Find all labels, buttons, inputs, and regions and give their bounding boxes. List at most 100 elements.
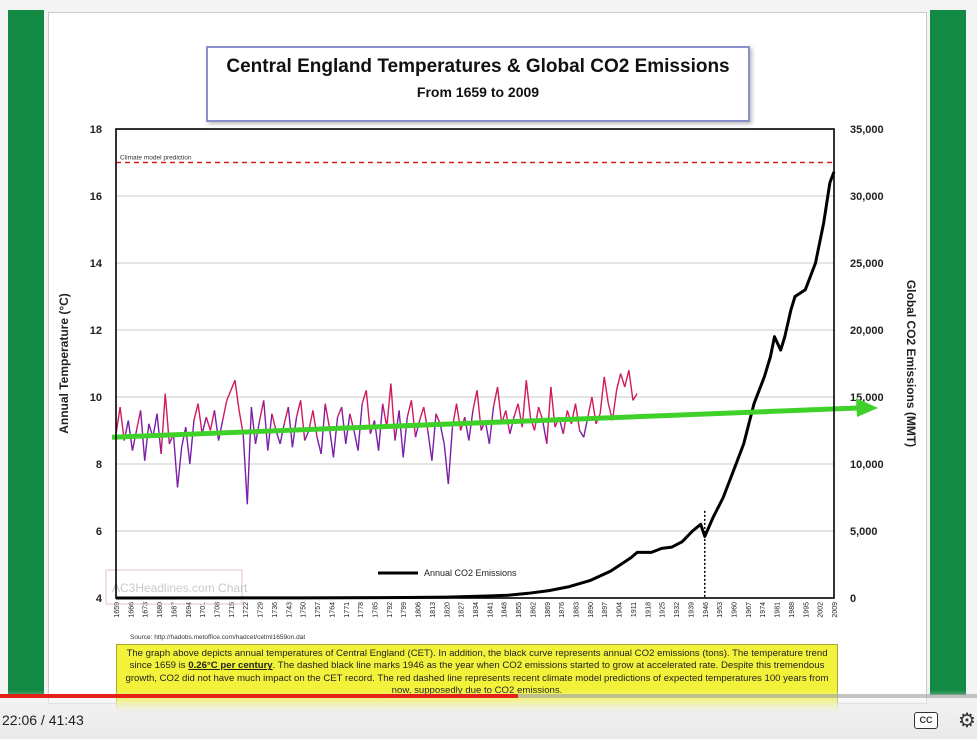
x-tick-label: 1995 [803, 602, 810, 618]
source-note: Source: http://hadobs.metoffice.com/hadc… [130, 634, 305, 641]
x-tick-label: 1785 [372, 602, 379, 618]
left-green-frame [8, 10, 44, 695]
x-tick-label: 1792 [387, 602, 394, 618]
temperature-segment [542, 420, 548, 445]
x-tick-label: 1680 [157, 602, 164, 618]
temperature-segment [209, 410, 216, 431]
x-tick-label: 1701 [200, 602, 207, 618]
temperature-segment [263, 400, 269, 451]
x-tick-label: 1953 [717, 602, 724, 618]
temperature-segment [386, 383, 392, 428]
time-readout: 22:06 / 41:43 [2, 712, 84, 728]
x-tick-label: 1666 [128, 602, 135, 618]
watermark-box [105, 569, 243, 605]
temperature-segment [246, 407, 253, 505]
temperature-segment [160, 393, 166, 454]
y2-tick-label: 0 [850, 593, 856, 605]
x-tick-label: 1988 [789, 602, 796, 618]
temperature-segment [295, 400, 302, 418]
x-tick-label: 1729 [258, 602, 265, 618]
x-tick-label: 1967 [746, 602, 753, 618]
gear-icon[interactable]: ⚙ [958, 710, 976, 732]
x-tick-label: 1806 [416, 602, 423, 618]
x-tick-label: 1715 [229, 602, 236, 618]
x-tick-label: 1883 [574, 602, 581, 618]
y-tick-label: 16 [90, 191, 102, 203]
y2-tick-label: 25,000 [850, 258, 884, 270]
temperature-segment [176, 447, 183, 488]
right-green-frame [930, 10, 966, 695]
temperature-segment [353, 430, 359, 451]
x-tick-label: 1939 [688, 602, 695, 618]
temperature-segment [131, 430, 138, 451]
watermark: AC3Headlines.com Chart [112, 581, 248, 595]
temperature-segment [628, 370, 634, 401]
x-tick-label: 1876 [559, 602, 566, 618]
temperature-segment [304, 430, 310, 441]
temperature-segment [299, 400, 306, 441]
temperature-segment [513, 403, 519, 418]
prediction-label: Climate model prediction [120, 155, 192, 162]
temperature-segment [381, 403, 388, 428]
y2-tick-label: 10,000 [850, 459, 884, 471]
temperature-segment [599, 376, 605, 414]
temperature-segment [615, 373, 622, 391]
y-axis-label: Annual Temperature (°C) [57, 293, 71, 434]
x-tick-label: 2009 [832, 602, 839, 618]
slide [48, 12, 927, 704]
x-tick-label: 1799 [401, 602, 408, 618]
x-tick-label: 1750 [301, 602, 308, 618]
x-tick-label: 1813 [430, 602, 437, 618]
legend-label: Annual CO2 Emissions [424, 568, 517, 578]
temperature-segment [455, 403, 462, 431]
y2-tick-label: 15,000 [850, 392, 884, 404]
temperature-segment [579, 430, 585, 438]
progress-fill [0, 694, 518, 698]
y-tick-label: 8 [96, 459, 102, 471]
x-tick-label: 1848 [502, 602, 509, 618]
temperature-segment [439, 423, 445, 445]
temperature-segment [447, 427, 454, 485]
temperature-segment [464, 416, 470, 441]
y-tick-label: 12 [90, 325, 102, 337]
trend-arrow-line [111, 405, 859, 440]
y2-tick-label: 20,000 [850, 325, 884, 337]
x-tick-label: 1890 [588, 602, 595, 618]
temperature-segment [546, 386, 552, 444]
temperature-segment [316, 437, 322, 455]
temperature-segment [189, 420, 195, 465]
temperature-segment [279, 423, 285, 445]
temperature-segment [525, 380, 532, 418]
captions-button[interactable]: CC [914, 712, 938, 729]
temperature-segment [221, 400, 228, 421]
temperature-segment [431, 413, 437, 461]
temperature-segment [398, 410, 404, 458]
temperature-segment [242, 433, 248, 505]
temperature-segment [324, 403, 331, 428]
y-tick-label: 10 [90, 392, 102, 404]
temperature-segment [624, 370, 630, 388]
temperature-segment [472, 390, 478, 411]
x-tick-label: 1925 [660, 602, 667, 618]
temperature-segment [632, 393, 638, 401]
x-tick-label: 1946 [703, 602, 710, 618]
chart-title-box: Central England Temperatures & Global CO… [206, 46, 750, 122]
temperature-segment [562, 410, 569, 434]
y-tick-label: 18 [90, 124, 102, 136]
y-tick-label: 4 [96, 593, 103, 605]
y2-tick-label: 35,000 [850, 124, 884, 136]
x-tick-label: 1764 [329, 602, 336, 618]
y2-tick-label: 30,000 [850, 191, 884, 203]
x-tick-label: 1778 [358, 602, 365, 618]
temperature-segment [328, 427, 335, 458]
temperature-segment [258, 400, 265, 421]
x-tick-label: 1820 [444, 602, 451, 618]
x-tick-label: 1687 [171, 602, 178, 618]
temperature-segment [492, 386, 499, 408]
x-tick-label: 1911 [631, 602, 638, 617]
x-tick-label: 1869 [545, 602, 552, 618]
temperature-segment [180, 427, 187, 448]
progress-bar[interactable] [0, 694, 977, 698]
temperature-segment [410, 400, 417, 438]
